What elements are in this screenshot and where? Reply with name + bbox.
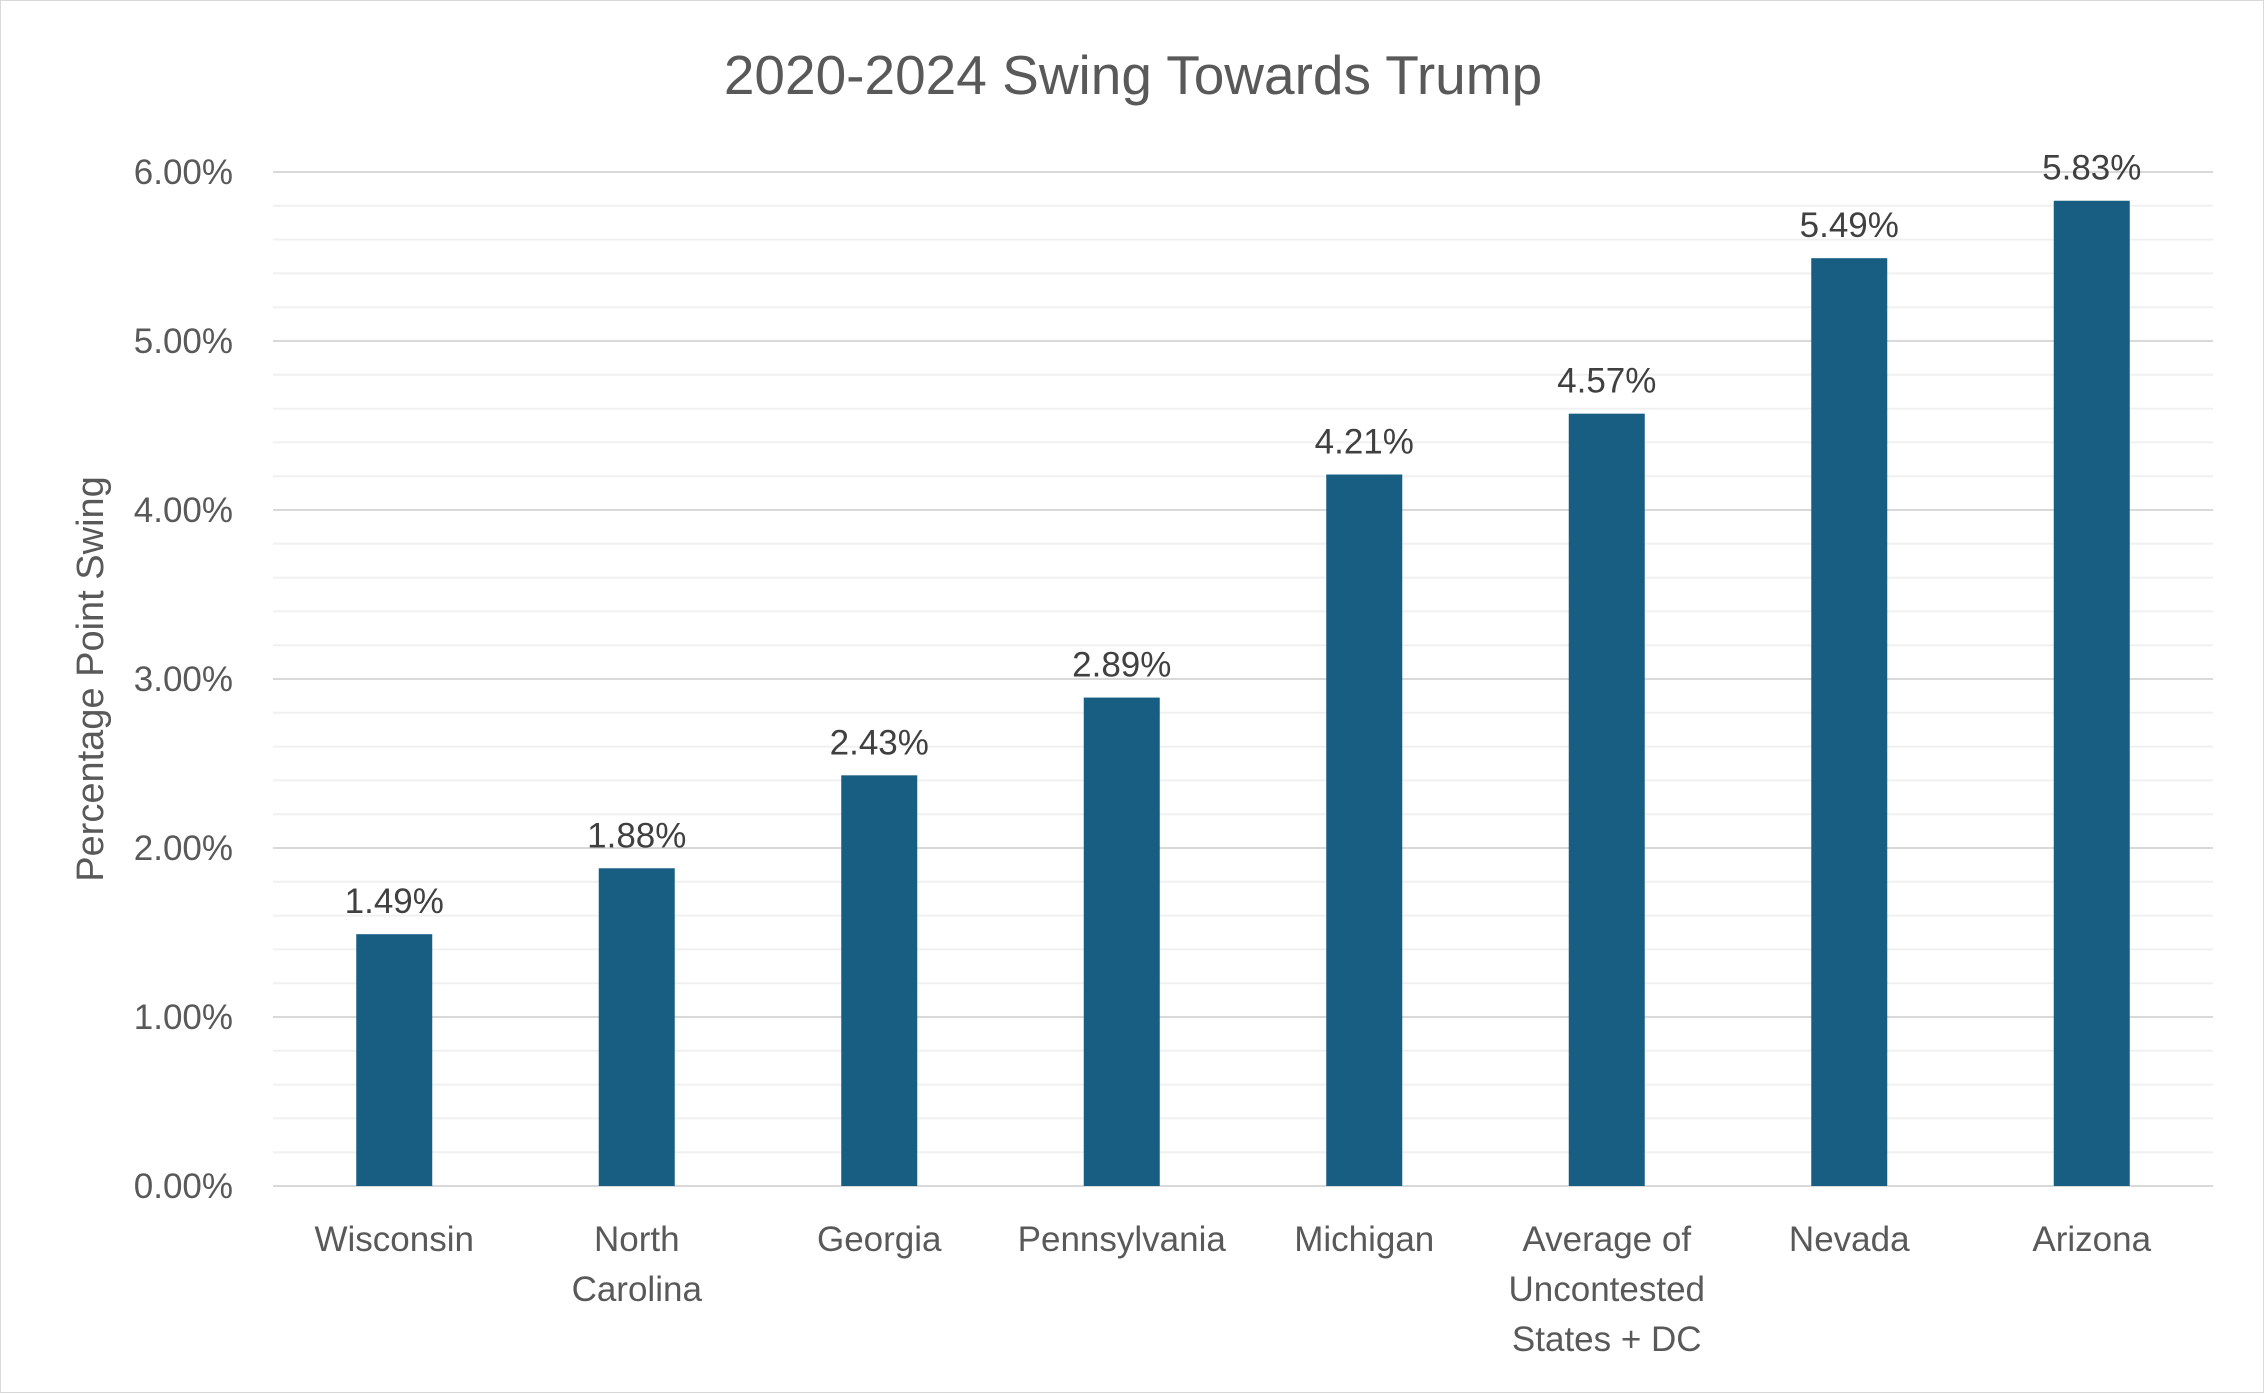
data-label: 1.88% [587, 816, 686, 855]
chart-title: 2020-2024 Swing Towards Trump [724, 44, 1542, 106]
data-label: 5.49% [1800, 206, 1899, 245]
gridlines [273, 171, 2213, 1187]
y-axis-label: Percentage Point Swing [70, 476, 112, 882]
y-tick-label: 6.00% [134, 153, 233, 192]
x-tick-label: Average of Uncontested States + DC [1508, 1220, 1705, 1359]
y-tick-label: 0.00% [134, 1167, 233, 1206]
x-tick-label: Michigan [1294, 1220, 1434, 1259]
y-tick-label: 1.00% [134, 998, 233, 1037]
bar [1811, 258, 1888, 1186]
x-tick-label: Georgia [817, 1220, 942, 1259]
data-label: 1.49% [345, 882, 444, 921]
data-labels: 1.49% 1.88% 2.43% 2.89% 4.21% 4.57% 5.49% 5.83% [345, 149, 2142, 921]
data-label: 4.57% [1557, 362, 1656, 401]
x-tick-label: Pennsylvania [1018, 1220, 1227, 1259]
y-tick-label: 3.00% [134, 660, 233, 699]
bar [598, 868, 675, 1186]
x-tick-label: Arizona [2032, 1220, 2151, 1259]
data-label: 2.89% [1072, 646, 1171, 685]
x-tick-label: Nevada [1789, 1220, 1910, 1259]
y-tick-label: 2.00% [134, 829, 233, 868]
bar [1568, 413, 1645, 1186]
x-tick-label: North Carolina [572, 1220, 703, 1309]
bar [356, 934, 433, 1186]
y-axis-ticks: 0.00% 1.00% 2.00% 3.00% 4.00% 5.00% 6.00% [134, 153, 233, 1206]
y-tick-label: 4.00% [134, 491, 233, 530]
bar [841, 775, 918, 1186]
x-axis-ticks: Wisconsin North Carolina Georgia Pennsylvani… [315, 1220, 2152, 1359]
x-tick-label: Wisconsin [315, 1220, 474, 1259]
bar [1083, 697, 1160, 1186]
bar [2053, 200, 2130, 1187]
bars [356, 200, 2130, 1187]
data-label: 2.43% [830, 723, 929, 762]
bar [1326, 474, 1403, 1186]
data-label: 4.21% [1315, 423, 1414, 462]
y-tick-label: 5.00% [134, 322, 233, 361]
data-label: 5.83% [2042, 149, 2141, 188]
